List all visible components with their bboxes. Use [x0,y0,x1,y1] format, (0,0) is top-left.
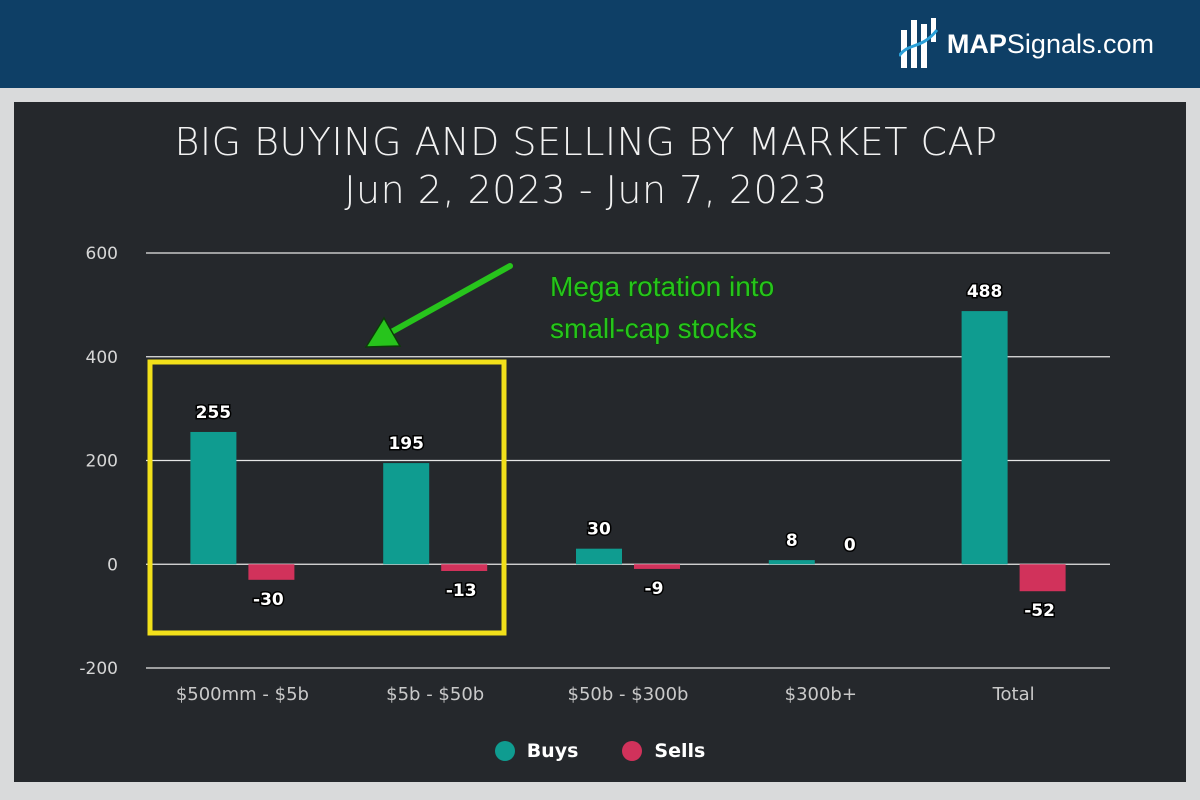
data-label-buys: 488 [967,282,1003,302]
bar-sells [634,564,680,569]
bar-buys [768,560,815,565]
annotation-text: Mega rotation into [550,271,774,302]
y-tick-label: -200 [79,659,118,679]
data-label-buys: 255 [196,403,232,423]
x-tick-label: Total [992,684,1035,705]
chart-legend: Buys Sells [0,740,1200,762]
annotation-text: small-cap stocks [550,313,757,344]
y-tick-label: 400 [86,348,118,368]
legend-label-buys: Buys [526,740,579,762]
legend-label-sells: Sells [654,740,706,762]
y-tick-label: 200 [86,452,118,472]
chart-title-block: BIG BUYING AND SELLING BY MARKET CAP Jun… [0,118,1172,214]
data-label-sells: 0 [844,535,856,555]
data-label-sells: -9 [645,579,664,599]
data-label-buys: 8 [786,531,798,551]
x-tick-label: $500mm - $5b [176,684,309,705]
highlight-box [147,359,507,636]
x-tick-label: $50b - $300b [568,684,689,705]
x-tick-label: $300b+ [785,684,857,705]
legend-swatch-sells [622,741,643,761]
legend-item-sells: Sells [622,740,705,762]
bar-chart-logo-icon [898,18,939,68]
annotation-arrow [372,263,513,343]
y-tick-label: 600 [86,244,118,264]
data-label-sells: -30 [253,590,284,610]
chart-subtitle: Jun 2, 2023 - Jun 7, 2023 [344,168,828,212]
annotation-arrowhead [364,316,402,348]
legend-swatch-buys [494,741,515,761]
bar-buys [961,311,1008,565]
logo-text: MAPSignals.com [946,28,1154,59]
chart-title: BIG BUYING AND SELLING BY MARKET CAP [174,120,998,164]
mapsignals-logo[interactable]: MAPSignals.com [898,14,1154,74]
x-tick-label: $5b - $50b [386,684,484,705]
bar-sells [1019,564,1066,592]
y-tick-label: 0 [107,555,118,575]
bar-buys [190,431,237,565]
bar-buys [383,463,430,565]
data-label-buys: 30 [587,520,611,540]
bar-buys [576,548,622,565]
data-label-buys: 195 [388,434,424,454]
data-label-sells: -13 [446,581,477,601]
bar-sells [441,564,488,571]
data-label-sells: -52 [1024,601,1055,621]
header-bar: MAPSignals.com [0,0,1200,88]
legend-item-buys: Buys [494,740,579,762]
bar-sells [248,564,295,580]
